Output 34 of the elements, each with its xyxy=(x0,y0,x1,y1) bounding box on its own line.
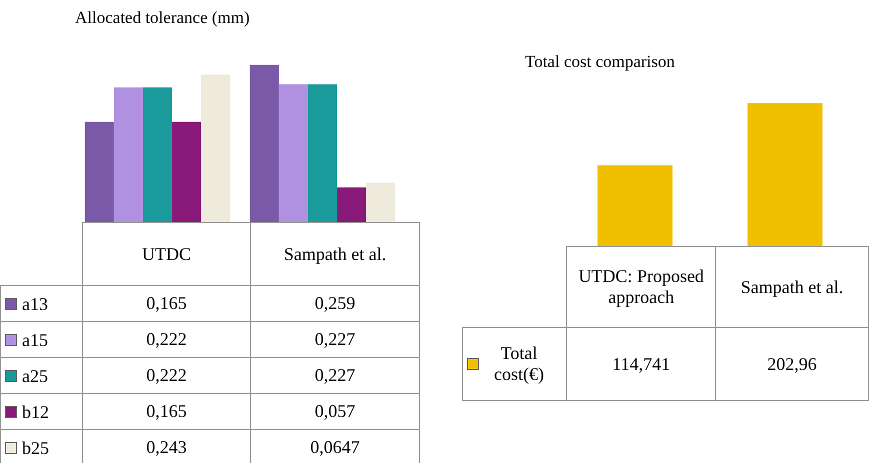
bar xyxy=(201,74,230,222)
legend-label: Total cost(€) xyxy=(493,343,545,385)
data-label: 0,259 xyxy=(250,286,420,322)
category-label: Sampath et al. xyxy=(740,276,844,296)
chart-title: Allocated tolerance (mm) xyxy=(75,8,250,28)
bar xyxy=(114,87,143,222)
legend-label: a13 xyxy=(22,294,48,315)
data-label: 0,0647 xyxy=(250,430,420,463)
data-label: 202,96 xyxy=(716,328,868,400)
legend-label: a15 xyxy=(22,330,48,351)
bar xyxy=(337,187,366,222)
bar xyxy=(142,87,172,222)
category-label: Sampath et al. xyxy=(284,244,386,264)
data-label: 0,227 xyxy=(250,322,420,358)
data-label: 0,057 xyxy=(250,394,420,430)
legend-label: b12 xyxy=(22,402,49,423)
bar xyxy=(366,182,396,222)
data-label: 0,165 xyxy=(82,286,251,322)
bar xyxy=(308,84,338,222)
data-label: 0,243 xyxy=(82,430,251,463)
data-label: 0,222 xyxy=(82,322,251,358)
legend-label: a25 xyxy=(22,366,48,387)
chart-title: Total cost comparison xyxy=(525,52,675,72)
bar xyxy=(84,122,114,222)
legend-label: b25 xyxy=(22,438,49,459)
bar xyxy=(250,64,279,222)
data-label: 0,227 xyxy=(250,358,420,394)
bar xyxy=(172,122,202,222)
data-label: 0,222 xyxy=(82,358,251,394)
data-label: 114,741 xyxy=(566,328,716,400)
data-label: 0,165 xyxy=(82,394,251,430)
category-label: UTDC xyxy=(142,244,192,264)
category-label: UTDC: Proposed approach xyxy=(578,266,704,307)
bar xyxy=(278,84,308,222)
